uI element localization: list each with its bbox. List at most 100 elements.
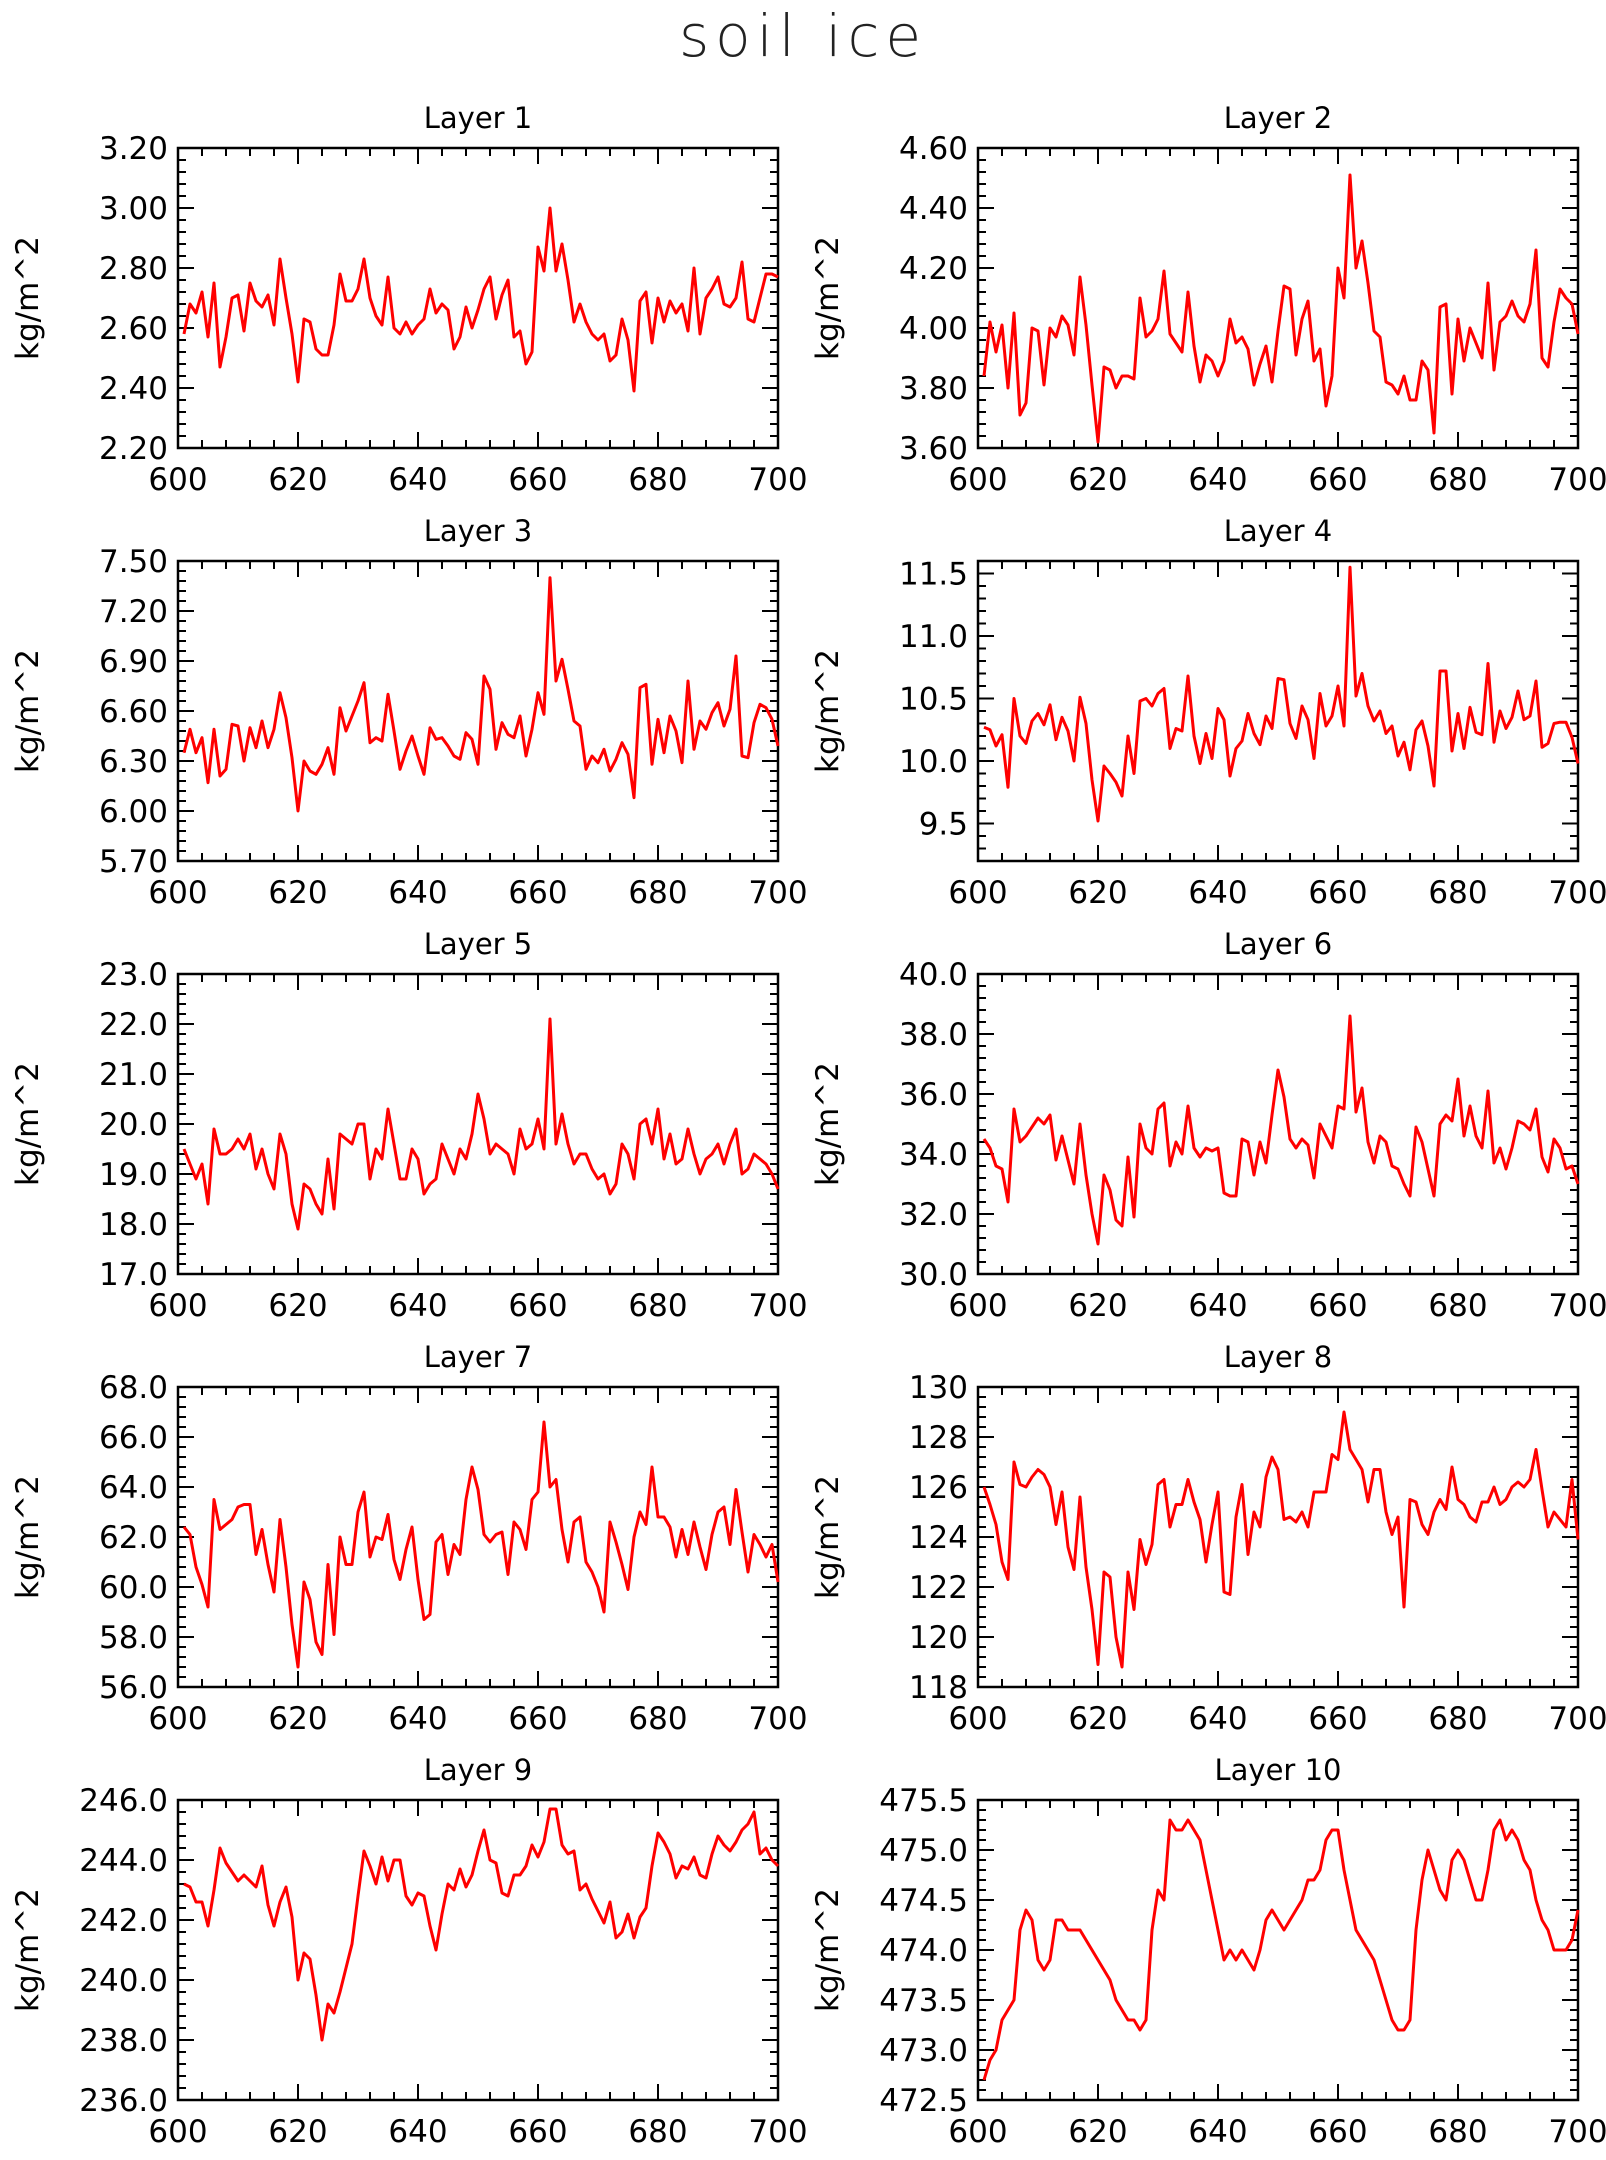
plot-layer-9: Layer 9 600 620 640 660 680 700 236.0 238.0 240.0… bbox=[10, 1753, 808, 2150]
x-tick-label: 700 bbox=[748, 2114, 807, 2150]
y-tick-label: 473.5 bbox=[879, 1983, 968, 2019]
plot-frame bbox=[176, 972, 780, 1276]
series-line bbox=[982, 173, 1580, 444]
plot-frame bbox=[976, 1798, 1580, 2102]
plot-layer-1: Layer 1 600 620 640 660 680 700 2.20 2.40 2.60 2.8… bbox=[10, 101, 808, 498]
y-tick-label: 238.0 bbox=[79, 2023, 168, 2059]
y-tick-label: 19.0 bbox=[99, 1157, 168, 1193]
y-tick-label: 9.5 bbox=[919, 807, 968, 843]
plot-frame bbox=[176, 1798, 780, 2102]
y-tick-label: 17.0 bbox=[99, 1257, 168, 1293]
y-tick-label: 34.0 bbox=[899, 1137, 968, 1173]
y-tick-label: 36.0 bbox=[899, 1077, 968, 1113]
y-tick-label: 242.0 bbox=[79, 1903, 168, 1939]
series-line bbox=[982, 1410, 1580, 1669]
x-tick-label: 640 bbox=[1188, 1701, 1247, 1737]
series-line bbox=[982, 1818, 1580, 2081]
y-tick-label: 68.0 bbox=[99, 1370, 168, 1406]
y-tick-label: 2.40 bbox=[99, 371, 168, 407]
y-tick-label: 246.0 bbox=[79, 1783, 168, 1819]
x-tick-label: 660 bbox=[1308, 462, 1367, 498]
y-tick-label: 40.0 bbox=[899, 957, 968, 993]
y-tick-label: 58.0 bbox=[99, 1620, 168, 1656]
y-tick-label: 2.80 bbox=[99, 251, 168, 287]
x-tick-label: 660 bbox=[1308, 2114, 1367, 2150]
x-tick-label: 660 bbox=[508, 1288, 567, 1324]
x-tick-label: 700 bbox=[1548, 462, 1606, 498]
plot-title: Layer 10 bbox=[1215, 1753, 1342, 1787]
y-tick-label: 20.0 bbox=[99, 1107, 168, 1143]
y-tick-label: 2.20 bbox=[99, 431, 168, 467]
y-axis-label: kg/m^2 bbox=[810, 1888, 846, 2012]
y-tick-label: 6.90 bbox=[99, 644, 168, 680]
x-tick-label: 600 bbox=[948, 462, 1007, 498]
x-tick-label: 620 bbox=[268, 2114, 327, 2150]
plot-title: Layer 1 bbox=[424, 101, 533, 135]
y-tick-label: 4.60 bbox=[899, 131, 968, 167]
plot-title: Layer 2 bbox=[1224, 101, 1333, 135]
x-tick-label: 600 bbox=[148, 875, 207, 911]
x-tick-label: 680 bbox=[628, 875, 687, 911]
x-tick-label: 680 bbox=[628, 2114, 687, 2150]
y-axis-label: kg/m^2 bbox=[10, 1475, 46, 1599]
x-tick-label: 620 bbox=[268, 1701, 327, 1737]
y-tick-label: 128 bbox=[909, 1420, 968, 1456]
y-axis-label: kg/m^2 bbox=[810, 649, 846, 773]
plot-layer-6: Layer 6 600 620 640 660 680 700 30.0 32.0 34.0 36.… bbox=[810, 927, 1606, 1324]
plot-frame bbox=[176, 559, 780, 863]
y-tick-label: 122 bbox=[909, 1570, 968, 1606]
x-tick-label: 700 bbox=[1548, 2114, 1606, 2150]
y-tick-label: 475.5 bbox=[879, 1783, 968, 1819]
x-tick-label: 700 bbox=[748, 1288, 807, 1324]
y-tick-label: 11.0 bbox=[899, 619, 968, 655]
x-tick-label: 600 bbox=[148, 2114, 207, 2150]
y-tick-label: 120 bbox=[909, 1620, 968, 1656]
y-axis-label: kg/m^2 bbox=[10, 1062, 46, 1186]
x-tick-label: 680 bbox=[1428, 1701, 1487, 1737]
figure-title: soil ice bbox=[678, 2, 928, 70]
x-tick-label: 600 bbox=[148, 462, 207, 498]
y-tick-label: 23.0 bbox=[99, 957, 168, 993]
y-tick-label: 21.0 bbox=[99, 1057, 168, 1093]
x-tick-label: 660 bbox=[1308, 1701, 1367, 1737]
y-axis-label: kg/m^2 bbox=[810, 1475, 846, 1599]
x-tick-label: 600 bbox=[948, 1701, 1007, 1737]
x-tick-label: 620 bbox=[1068, 1701, 1127, 1737]
x-tick-label: 640 bbox=[388, 1701, 447, 1737]
y-tick-label: 472.5 bbox=[879, 2083, 968, 2119]
y-tick-label: 3.60 bbox=[899, 431, 968, 467]
y-tick-label: 60.0 bbox=[99, 1570, 168, 1606]
x-tick-label: 620 bbox=[268, 1288, 327, 1324]
x-tick-label: 620 bbox=[1068, 2114, 1127, 2150]
plot-title: Layer 8 bbox=[1224, 1340, 1333, 1374]
x-tick-label: 600 bbox=[148, 1701, 207, 1737]
plot-frame bbox=[176, 1385, 780, 1689]
y-tick-label: 124 bbox=[909, 1520, 968, 1556]
plot-layer-3: Layer 3 600 620 640 660 680 700 5.70 6.00 6.30 6.6… bbox=[10, 514, 808, 911]
plot-title: Layer 5 bbox=[424, 927, 533, 961]
y-tick-label: 10.5 bbox=[899, 682, 968, 718]
y-tick-label: 126 bbox=[909, 1470, 968, 1506]
x-tick-label: 680 bbox=[1428, 1288, 1487, 1324]
x-tick-label: 620 bbox=[1068, 1288, 1127, 1324]
y-axis-label: kg/m^2 bbox=[10, 649, 46, 773]
x-tick-label: 660 bbox=[508, 2114, 567, 2150]
x-tick-label: 600 bbox=[948, 2114, 1007, 2150]
x-tick-label: 640 bbox=[388, 875, 447, 911]
x-tick-label: 640 bbox=[1188, 462, 1247, 498]
plot-frame bbox=[976, 972, 1580, 1276]
plot-frame bbox=[976, 146, 1580, 450]
y-tick-label: 4.00 bbox=[899, 311, 968, 347]
plot-title: Layer 7 bbox=[424, 1340, 533, 1374]
x-tick-label: 640 bbox=[388, 2114, 447, 2150]
y-tick-label: 6.00 bbox=[99, 794, 168, 830]
x-tick-label: 660 bbox=[508, 875, 567, 911]
x-tick-label: 700 bbox=[1548, 1288, 1606, 1324]
x-tick-label: 660 bbox=[1308, 1288, 1367, 1324]
y-tick-label: 130 bbox=[909, 1370, 968, 1406]
x-tick-label: 700 bbox=[1548, 875, 1606, 911]
series-line bbox=[183, 1807, 780, 2042]
plot-layer-2: Layer 2 600 620 640 660 680 700 3.60 3.80 4.00 4.2… bbox=[810, 101, 1606, 498]
x-tick-label: 620 bbox=[268, 875, 327, 911]
